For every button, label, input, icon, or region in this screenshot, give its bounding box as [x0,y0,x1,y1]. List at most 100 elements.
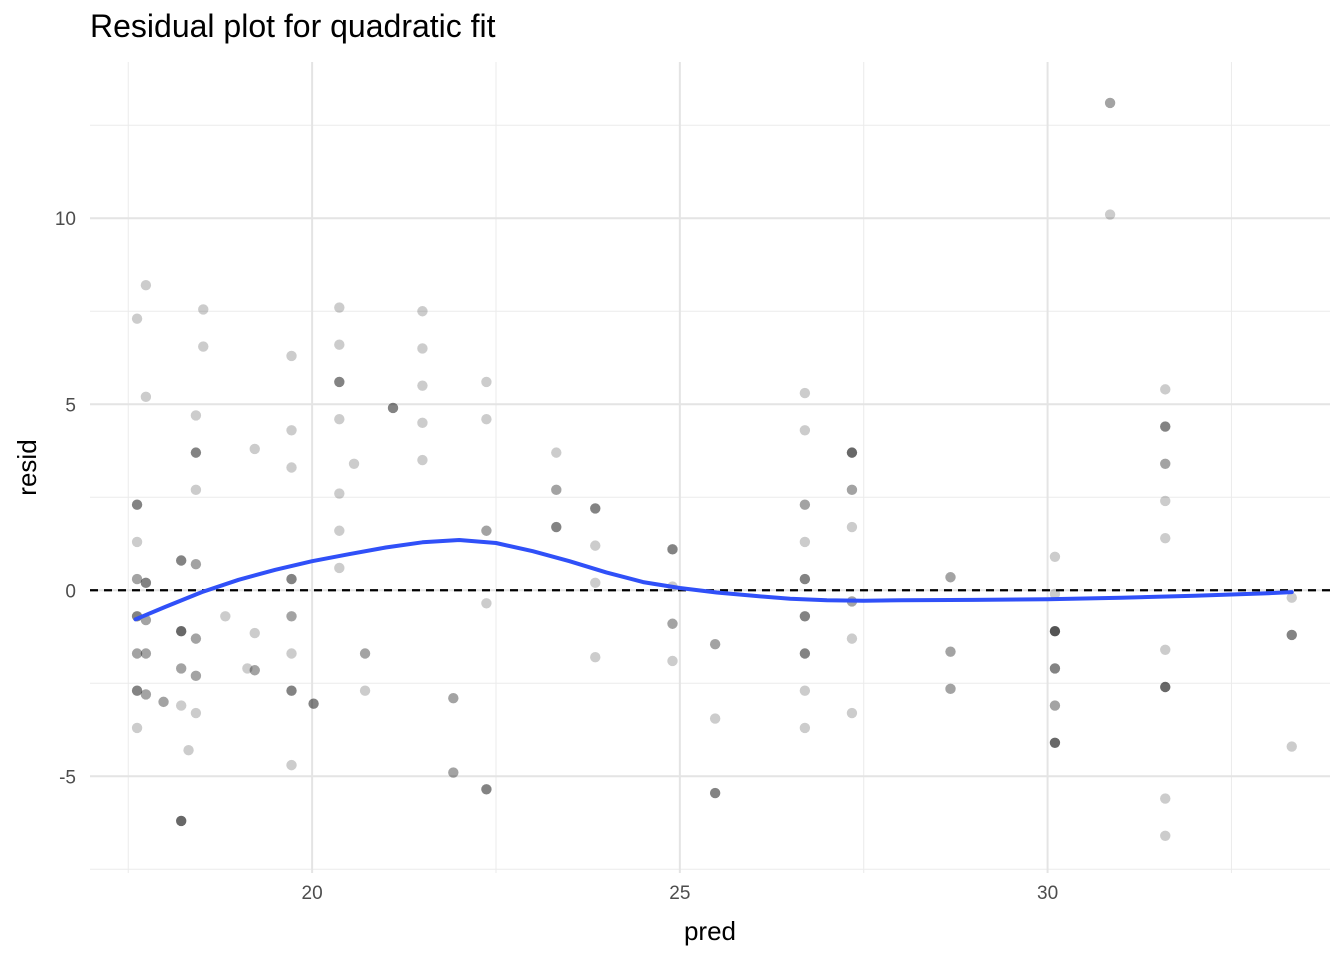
data-point [799,536,811,548]
data-point [286,685,297,696]
data-point [551,447,562,458]
data-point [286,611,297,622]
data-point [183,745,194,756]
data-point [308,698,319,709]
data-point [1049,737,1061,748]
data-point [1160,384,1171,395]
data-point [1160,681,1171,693]
x-tick-label: 30 [1037,883,1058,904]
data-point [417,343,428,354]
data-point [709,639,721,650]
data-point [799,499,811,510]
data-point [709,787,721,799]
data-point [590,503,601,514]
data-point [190,410,202,421]
data-point [190,670,202,682]
data-point [667,618,678,629]
data-point [334,488,345,499]
data-point [846,447,858,458]
data-point [448,692,459,704]
y-axis-ticks: -5 0 5 10 [55,209,76,788]
data-point [481,598,492,609]
data-point [1160,421,1171,432]
data-point [799,611,811,622]
data-points [131,97,1297,841]
data-point [709,713,721,724]
data-point [334,562,345,574]
data-point [198,341,209,352]
data-point [131,536,143,548]
data-point [334,302,345,313]
data-point [190,633,202,644]
data-point [1049,625,1061,637]
data-point [286,759,297,771]
y-tick-label: 5 [65,395,76,416]
data-point [387,402,399,414]
data-point [175,555,187,566]
data-point [131,685,143,696]
data-point [799,648,811,659]
data-point [417,380,428,391]
data-point [175,625,187,637]
data-point [198,304,209,315]
data-point [1104,209,1116,220]
data-point [846,484,858,496]
smooth-trend-line [133,538,1294,622]
data-point [1286,592,1297,603]
chart-title: Residual plot for quadratic fit [90,8,496,44]
data-point [481,525,492,536]
data-point [131,648,143,659]
data-point [448,767,459,778]
y-tick-label: 0 [65,581,76,602]
data-point [131,499,143,510]
data-point [799,573,811,585]
data-point [846,521,858,533]
data-point [190,707,202,719]
y-axis-title: resid [12,439,42,495]
data-point [190,484,202,496]
x-axis-ticks: 20 25 30 [302,883,1059,904]
data-point [140,689,152,700]
y-tick-label: -5 [59,767,76,788]
data-point [417,454,428,466]
data-point [590,540,601,551]
data-point [334,339,345,350]
data-point [249,443,260,455]
data-point [286,350,297,362]
data-point [1160,644,1171,655]
data-point [945,683,956,695]
data-point [286,573,297,585]
data-point [551,484,562,496]
data-point [1160,495,1171,507]
data-point [481,413,492,425]
data-point [175,815,187,827]
data-point [131,313,143,324]
data-point [190,447,202,458]
data-point [286,648,297,659]
data-point [158,696,169,708]
data-point [242,663,253,674]
data-point [1104,97,1116,109]
data-point [334,376,345,388]
data-point [286,462,297,473]
data-point [551,521,562,533]
data-point [359,685,371,696]
data-point [1049,700,1061,711]
data-point [1286,741,1297,752]
data-point [667,544,678,555]
data-point [945,572,956,583]
data-point [249,665,260,676]
major-gridlines [90,62,1330,873]
data-point [799,387,811,399]
data-point [1049,663,1061,674]
data-point [1049,588,1061,600]
data-point [140,648,152,659]
data-point [1160,532,1171,544]
data-point [667,655,678,667]
x-tick-label: 25 [669,883,690,904]
data-point [131,573,143,585]
data-point [1160,793,1171,804]
data-point [1286,629,1297,641]
data-point [359,648,371,659]
data-point [334,525,345,536]
